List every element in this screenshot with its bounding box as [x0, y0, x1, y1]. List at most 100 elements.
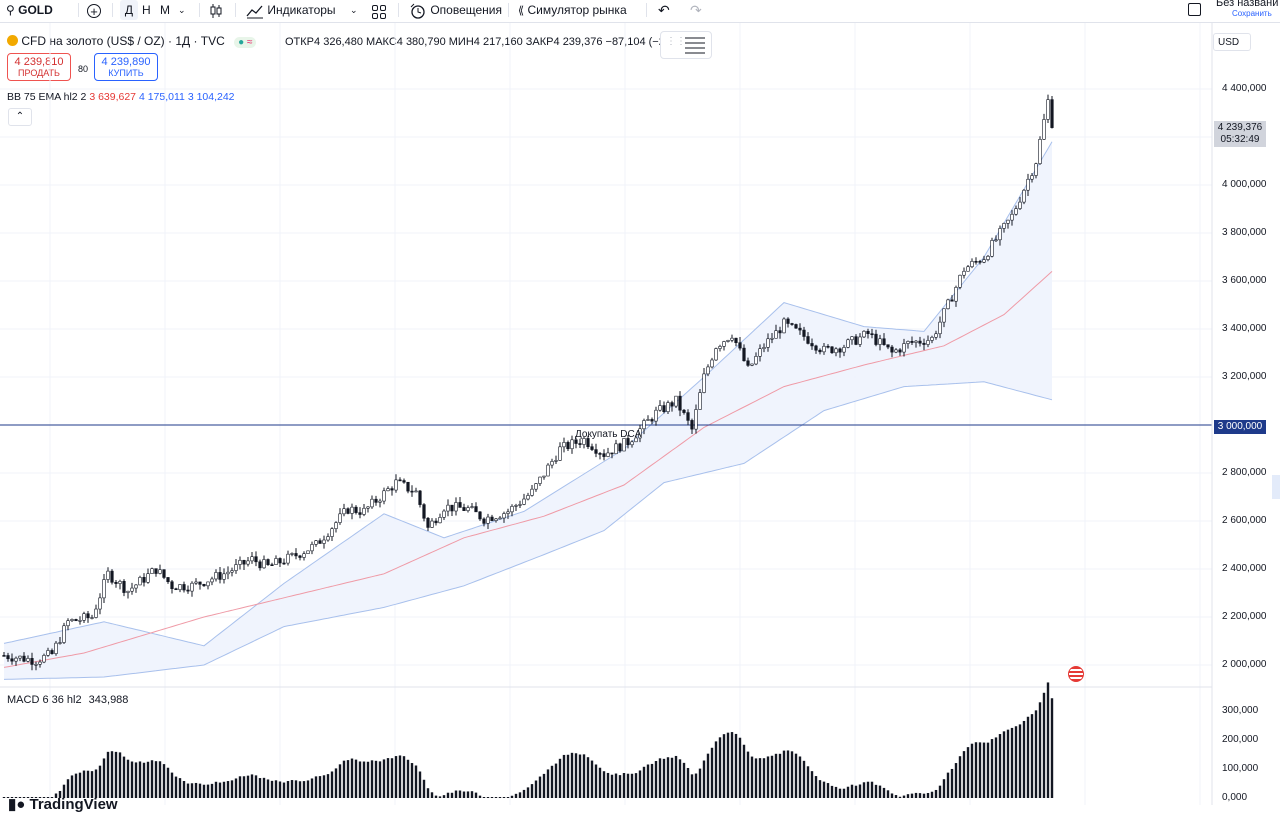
legend-menu-button[interactable]: ⋮⋮ [660, 31, 712, 59]
macd-bar [774, 753, 778, 798]
macd-bar [386, 758, 390, 798]
candle-body [270, 564, 274, 566]
macd-label: MACD 6 36 hl2 [7, 694, 82, 706]
macd-bar [602, 771, 606, 798]
macd-bar [366, 761, 370, 798]
macd-bar [50, 797, 54, 798]
candle-body [374, 498, 378, 503]
candle-body [446, 504, 450, 512]
candle-body [386, 488, 390, 492]
macd-bar [890, 793, 894, 798]
collapse-legend-button[interactable]: ⌃ [8, 108, 32, 126]
candle-body [410, 490, 414, 493]
macd-bar [838, 788, 842, 798]
dca-annotation[interactable]: Докупать DCA [575, 429, 642, 440]
undo-button[interactable]: ↶ [658, 0, 670, 20]
candle-body [498, 517, 502, 520]
macd-bar [938, 785, 942, 798]
candle-body [358, 512, 362, 515]
bb-legend[interactable]: BB 75 EMA hl2 2 3 639,627 4 175,011 3 10… [7, 91, 235, 103]
macd-bar [670, 757, 674, 798]
macd-bar [830, 785, 834, 798]
price-axis-label: 2 400,000 [1222, 563, 1267, 574]
scroll-handle[interactable] [1272, 475, 1280, 499]
indicators-button[interactable]: Индикаторы [246, 0, 336, 20]
interval-week[interactable]: Н [142, 3, 151, 17]
indicators-dropdown[interactable]: ⌄ [350, 0, 358, 20]
sell-button[interactable]: 4 239,810 ПРОДАТЬ [7, 53, 71, 81]
macd-bar [790, 751, 794, 798]
macd-legend[interactable]: MACD 6 36 hl2 343,988 [7, 694, 128, 706]
candle-body [306, 550, 310, 554]
chart-type-button[interactable] [208, 0, 224, 20]
top-toolbar: ⚲ GOLD + Д Н М ⌄ Индикаторы ⌄ [0, 0, 1280, 23]
macd-bar [242, 776, 246, 798]
candle-body [798, 327, 802, 331]
macd-bar [674, 755, 678, 798]
layout-name[interactable]: Без названи [1216, 0, 1279, 9]
candle-body [314, 540, 318, 545]
symbol-title: CFD на золото (US$ / OZ) · 1Д · TVC [21, 34, 225, 48]
candle-body [742, 347, 746, 362]
layout-checkbox[interactable] [1188, 3, 1201, 16]
macd-axis-label: 0,000 [1222, 792, 1248, 803]
redo-button[interactable]: ↷ [690, 0, 702, 20]
alerts-button[interactable]: Оповещения [409, 0, 502, 20]
divider [235, 3, 236, 17]
bb-upper-value: 4 175,011 [138, 91, 185, 103]
macd-bar [18, 797, 22, 798]
macd-bar [350, 758, 354, 798]
replay-label: Симулятор рынка [527, 3, 627, 17]
candle-body [730, 337, 734, 341]
macd-bar [1050, 698, 1054, 798]
macd-bar [954, 763, 958, 798]
macd-bar [362, 761, 366, 798]
us-flag-icon[interactable] [1068, 666, 1084, 682]
candle-body [718, 346, 722, 349]
interval-month[interactable]: М [160, 3, 170, 17]
interval-dropdown[interactable]: ⌄ [178, 0, 186, 20]
currency-selector[interactable]: USD [1213, 33, 1251, 51]
save-link[interactable]: Сохранить [1232, 9, 1272, 18]
macd-bar [714, 741, 718, 798]
macd-bar [354, 759, 358, 798]
macd-bar [170, 772, 174, 798]
macd-bar [650, 763, 654, 798]
candle-body [114, 581, 118, 584]
candle-body [334, 522, 338, 529]
macd-bar [194, 782, 198, 798]
candle-body [486, 516, 490, 524]
candle-body [98, 597, 102, 610]
candle-body [1034, 163, 1038, 176]
macd-bar [438, 796, 442, 798]
compare-button[interactable]: + [87, 2, 101, 22]
candle-body [170, 581, 174, 590]
macd-bar [1030, 714, 1034, 798]
macd-bar [254, 775, 258, 798]
candle-body [706, 366, 710, 375]
macd-bar [282, 782, 286, 798]
macd-bar [726, 732, 730, 798]
symbol-search[interactable]: ⚲ GOLD [6, 0, 53, 20]
candle-body [670, 402, 674, 407]
candle-body [590, 446, 594, 450]
candle-body [18, 655, 22, 659]
interval-day[interactable]: Д [120, 0, 138, 20]
candle-body [258, 561, 262, 569]
candle-body [1022, 189, 1026, 203]
price-axis-label: 2 600,000 [1222, 515, 1267, 526]
candle-body [778, 330, 782, 334]
macd-bar [530, 784, 534, 798]
candle-body [886, 344, 890, 348]
layouts-button[interactable] [371, 1, 387, 21]
replay-button[interactable]: ⟪ Симулятор рынка [518, 0, 627, 20]
macd-bar [570, 752, 574, 798]
candle-body [30, 658, 34, 665]
price-axis-label: 3 600,000 [1222, 275, 1267, 286]
candle-body [142, 577, 146, 583]
macd-bar [1018, 724, 1022, 798]
buy-button[interactable]: 4 239,890 КУПИТЬ [94, 53, 158, 81]
macd-bar [106, 751, 110, 798]
price-axis-label: 4 000,000 [1222, 179, 1267, 190]
